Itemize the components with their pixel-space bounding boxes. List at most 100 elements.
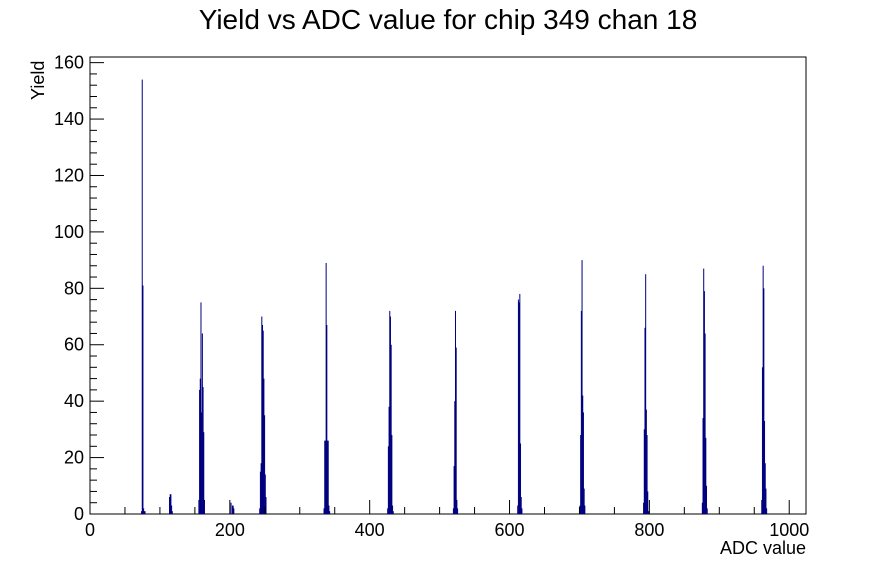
y-tick-label: 60 [64, 335, 84, 355]
x-tick-label: 1000 [769, 520, 809, 540]
y-tick-label: 0 [74, 504, 84, 524]
histogram-bar [324, 440, 326, 514]
histogram-bar [141, 79, 143, 514]
histogram-bar [761, 367, 763, 514]
histogram-bar [203, 432, 205, 514]
histogram-bar [643, 502, 645, 514]
histogram-bar [518, 302, 520, 514]
histogram-bar [646, 435, 648, 514]
histogram-bar [644, 327, 646, 514]
histogram-bar [580, 310, 582, 514]
histogram-bar [201, 333, 203, 514]
histogram-bar [390, 344, 392, 514]
histogram-bar [763, 288, 765, 514]
histogram-bar [584, 505, 586, 514]
histogram-bar [582, 412, 584, 514]
y-tick-label: 100 [54, 222, 84, 242]
chart-title: Yield vs ADC value for chip 349 chan 18 [198, 4, 698, 35]
histogram-bar [143, 508, 145, 514]
y-tick-label: 20 [64, 448, 84, 468]
histogram-bar [325, 262, 327, 514]
x-tick-label: 200 [215, 520, 245, 540]
histogram-bar [259, 508, 261, 514]
histogram-bar [324, 440, 326, 514]
histogram-bar [520, 443, 522, 514]
histogram-bar [455, 347, 457, 514]
histogram-bar [199, 389, 201, 514]
histogram-bar [702, 418, 704, 514]
plot-frame [89, 56, 807, 515]
histogram-bar [171, 511, 173, 514]
histogram-bar [645, 409, 647, 514]
histogram-bar [328, 505, 330, 514]
histogram-bar [582, 395, 584, 514]
histogram-bar [643, 429, 645, 514]
histogram-bar [581, 260, 583, 514]
histogram-bar [230, 502, 232, 514]
histogram-bar [703, 291, 705, 514]
histogram-bar [260, 463, 262, 514]
histogram-bar [201, 412, 203, 514]
histogram-bar [392, 511, 394, 514]
histogram-bar [454, 401, 456, 514]
histogram-bar [453, 466, 455, 514]
histogram-bar [232, 505, 234, 514]
histogram-bar [200, 302, 202, 514]
histogram-bar [264, 415, 266, 514]
histogram-bar [199, 378, 201, 514]
histogram-bar [169, 497, 171, 514]
histogram-bar [323, 508, 325, 514]
histogram-bar [764, 420, 766, 514]
histogram-bar [264, 474, 266, 514]
histogram-bar [327, 440, 329, 514]
x-axis-label: ADC value [719, 538, 806, 558]
histogram-bar [520, 497, 522, 514]
y-tick-label: 40 [64, 391, 84, 411]
histogram-bar [519, 293, 521, 514]
histogram-bar [262, 330, 264, 514]
histogram-bar [327, 440, 329, 514]
y-tick-label: 160 [54, 53, 84, 73]
x-tick-label: 800 [634, 520, 664, 540]
histogram-bar [517, 505, 519, 514]
histogram-bar [329, 511, 331, 514]
histogram-bar [766, 508, 768, 514]
x-tick-label: 400 [355, 520, 385, 540]
histogram-bar [761, 499, 763, 514]
histogram-bar [388, 406, 390, 514]
histogram-bar [387, 446, 389, 514]
histogram-bar [705, 437, 707, 514]
histogram-bar [326, 324, 328, 514]
y-tick-label: 120 [54, 165, 84, 185]
histogram-bar [580, 435, 582, 514]
histogram-bar [389, 310, 391, 514]
histogram-bar [231, 505, 233, 514]
histogram-bar [169, 494, 171, 514]
histogram-bar [198, 499, 200, 514]
y-tick-label: 80 [64, 278, 84, 298]
histogram-bar [144, 511, 146, 514]
histogram-bar [263, 378, 265, 514]
histogram-bar [706, 485, 708, 514]
histogram-bar [704, 333, 706, 514]
histogram-bar [142, 285, 144, 514]
histogram-bar [647, 511, 649, 514]
histogram-bar [521, 508, 523, 514]
histogram-bar [233, 508, 235, 514]
histogram-bar [703, 268, 705, 514]
y-tick-label: 140 [54, 109, 84, 129]
histogram-bar [261, 316, 263, 514]
histogram-bar [265, 497, 267, 514]
x-tick-label: 0 [85, 520, 95, 540]
histogram-bar [456, 499, 458, 514]
histogram-bar [202, 387, 204, 514]
histogram-bar [143, 511, 145, 514]
x-tick-label: 600 [495, 520, 525, 540]
histogram-bar [391, 435, 393, 514]
histogram-bar [583, 488, 585, 514]
histogram-bar [517, 299, 519, 514]
histogram-bar [701, 502, 703, 514]
histogram-bar [259, 471, 261, 514]
histogram-bar [452, 508, 454, 514]
